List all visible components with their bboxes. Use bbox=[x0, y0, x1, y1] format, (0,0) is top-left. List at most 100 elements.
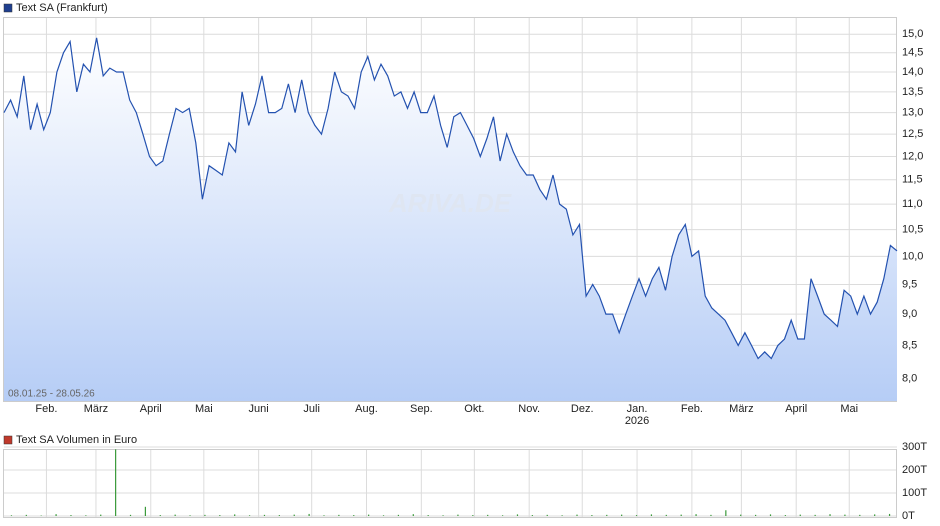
x-tick-label: Juli bbox=[303, 403, 320, 415]
volume-bar bbox=[427, 515, 429, 516]
watermark: ARIVA.DE bbox=[388, 188, 512, 218]
volume-bar bbox=[85, 515, 87, 516]
y-tick-label: 14,0 bbox=[902, 66, 923, 78]
volume-bar bbox=[888, 513, 891, 516]
volume-bar bbox=[695, 514, 697, 516]
y-tick-label: 10,0 bbox=[902, 250, 923, 262]
x-tick-year: 2026 bbox=[625, 415, 649, 427]
x-tick-label: März bbox=[84, 403, 108, 415]
y-tick-label: 8,5 bbox=[902, 339, 917, 351]
legend-swatch bbox=[3, 435, 13, 445]
x-tick-label: Okt. bbox=[464, 403, 484, 415]
x-tick-label: Jan. bbox=[627, 403, 648, 415]
y-tick-label: 200T bbox=[902, 464, 927, 476]
period-label: 08.01.25 - 28.05.26 bbox=[8, 389, 95, 400]
volume-bar bbox=[546, 514, 548, 516]
x-tick-label: April bbox=[140, 403, 162, 415]
y-tick-label: 9,5 bbox=[902, 278, 917, 290]
x-tick-label: Dez. bbox=[571, 403, 594, 415]
y-tick-label: 13,5 bbox=[902, 86, 923, 98]
volume-bar bbox=[680, 514, 682, 516]
volume-bar bbox=[204, 514, 206, 516]
legend-swatch bbox=[3, 3, 13, 13]
volume-bar bbox=[799, 514, 801, 516]
volume-bar bbox=[457, 514, 459, 516]
volume-bar bbox=[382, 515, 385, 516]
volume-bar bbox=[234, 514, 236, 516]
volume-bar bbox=[263, 514, 266, 516]
y-tick-label: 9,0 bbox=[902, 308, 917, 320]
x-tick-label: Aug. bbox=[355, 403, 378, 415]
area-fill bbox=[4, 37, 897, 402]
volume-bar bbox=[576, 514, 578, 516]
y-tick-label: 11,0 bbox=[902, 198, 923, 210]
volume-bar bbox=[442, 515, 444, 516]
y-tick-label: 12,5 bbox=[902, 128, 923, 140]
volume-bar bbox=[769, 514, 772, 516]
volume-bar bbox=[248, 515, 251, 516]
x-tick-label: Feb. bbox=[681, 403, 703, 415]
volume-bar bbox=[174, 514, 176, 516]
volume-bar bbox=[308, 513, 310, 516]
volume-bar bbox=[10, 515, 13, 516]
volume-bar bbox=[100, 514, 102, 516]
y-tick-label: 15,0 bbox=[902, 28, 923, 40]
volume-bar bbox=[55, 514, 57, 516]
x-tick-label: Mai bbox=[195, 403, 213, 415]
chart-title: Text SA Volumen in Euro bbox=[16, 434, 137, 446]
volume-bar bbox=[740, 514, 742, 516]
x-tick-label: Mai bbox=[840, 403, 858, 415]
y-tick-label: 10,5 bbox=[902, 224, 923, 236]
volume-bar bbox=[621, 514, 623, 516]
volume-bar bbox=[338, 514, 340, 516]
volume-bar bbox=[472, 515, 474, 516]
volume-bar bbox=[129, 514, 132, 516]
volume-bar bbox=[516, 514, 519, 516]
volume-bar bbox=[814, 514, 816, 516]
volume-bar bbox=[650, 514, 653, 516]
volume-bar bbox=[665, 514, 667, 516]
volume-bar bbox=[487, 514, 489, 516]
y-tick-label: 0T bbox=[902, 510, 915, 522]
plot-frame bbox=[3, 17, 897, 402]
volume-bar bbox=[159, 515, 161, 516]
volume-bar bbox=[293, 514, 295, 516]
x-tick-label: Nov. bbox=[518, 403, 540, 415]
y-tick-label: 100T bbox=[902, 487, 927, 499]
x-tick-label: April bbox=[785, 403, 807, 415]
plot-frame bbox=[3, 449, 897, 518]
price-line bbox=[3, 37, 898, 360]
volume-bar bbox=[115, 449, 117, 516]
y-tick-label: 12,0 bbox=[902, 150, 923, 162]
volume-bar bbox=[561, 515, 563, 516]
volume-bar bbox=[189, 515, 191, 516]
x-tick-label: Sep. bbox=[410, 403, 433, 415]
volume-bar bbox=[725, 510, 727, 516]
y-tick-label: 11,5 bbox=[902, 174, 923, 186]
volume-bar bbox=[844, 514, 846, 516]
volume-bar bbox=[606, 514, 608, 516]
volume-bar bbox=[874, 514, 876, 516]
volume-bar bbox=[635, 515, 638, 516]
chart-title: Text SA (Frankfurt) bbox=[16, 2, 108, 14]
x-tick-label: März bbox=[729, 403, 753, 415]
volume-bar bbox=[531, 515, 533, 516]
volume-bar bbox=[784, 515, 786, 516]
y-tick-label: 300T bbox=[902, 441, 927, 453]
volume-bar bbox=[219, 515, 221, 516]
volume-bar bbox=[70, 515, 72, 516]
y-tick-label: 8,0 bbox=[902, 373, 917, 385]
x-tick-label: Feb. bbox=[35, 403, 57, 415]
x-tick-label: Juni bbox=[249, 403, 269, 415]
volume-bar bbox=[755, 514, 757, 516]
volume-bar bbox=[353, 515, 355, 516]
y-tick-label: 13,0 bbox=[902, 107, 923, 119]
volume-bar bbox=[829, 514, 831, 516]
volume-bar bbox=[591, 515, 593, 516]
volume-bar bbox=[412, 514, 414, 516]
volume-bar bbox=[397, 514, 400, 516]
volume-bar bbox=[368, 514, 370, 516]
volume-bar bbox=[710, 514, 712, 516]
volume-bar bbox=[501, 515, 504, 516]
